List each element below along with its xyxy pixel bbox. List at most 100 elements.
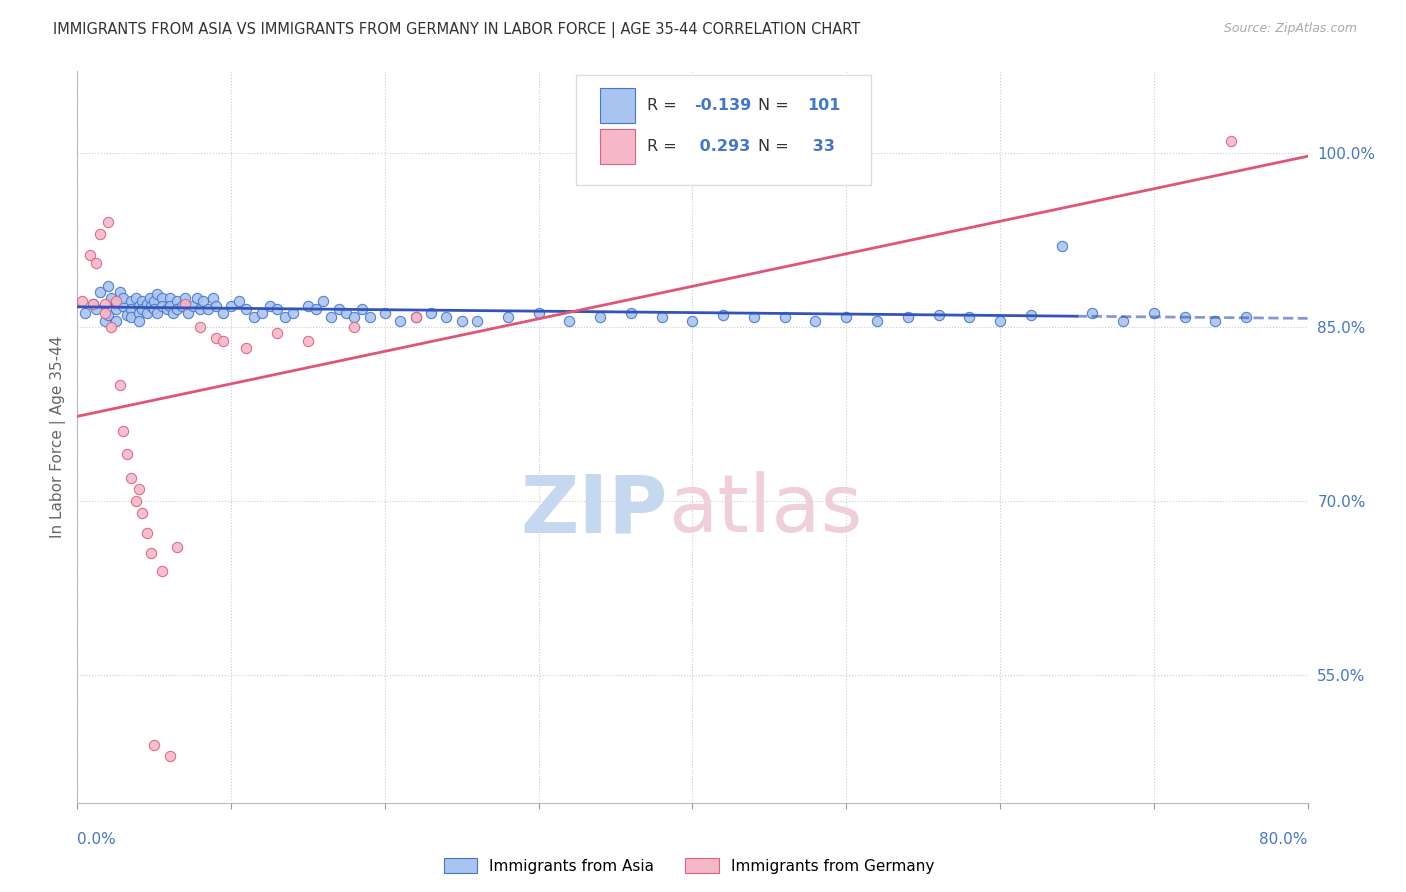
Point [343,319,366,334]
Point [94,314,117,328]
Point [166,541,188,555]
Text: N =: N = [758,98,793,113]
Point [188,319,212,334]
Point [125,291,148,305]
FancyBboxPatch shape [600,129,634,164]
Point [112,424,135,438]
Point [297,299,319,313]
Point [100,319,122,334]
Point [79,248,101,262]
Point [319,310,342,325]
Point [110,377,132,392]
Text: ZIP: ZIP [520,471,668,549]
Point [97,215,120,229]
Point [804,314,827,328]
Point [405,310,427,325]
Point [527,306,550,320]
Point [143,294,166,309]
Point [405,310,427,325]
Point [1234,310,1257,325]
Point [131,506,153,520]
Point [235,341,257,355]
Point [104,302,127,317]
Point [128,306,150,320]
Point [141,546,163,560]
Point [115,448,138,462]
Point [1174,310,1197,325]
Point [266,326,288,340]
Point [104,296,127,310]
Point [170,299,193,313]
Point [219,299,242,313]
Point [374,306,396,320]
Point [100,291,122,305]
Point [135,306,157,320]
Point [742,310,765,325]
Point [297,334,319,348]
Point [143,738,166,752]
Point [450,314,472,328]
Text: N =: N = [758,139,793,154]
Point [389,314,412,328]
Text: R =: R = [647,98,682,113]
Point [651,310,673,325]
Point [150,564,173,578]
Point [197,302,219,317]
Point [150,291,173,305]
Point [496,310,519,325]
Point [135,526,157,541]
Point [177,306,200,320]
Point [589,310,612,325]
Point [188,302,212,317]
Point [259,299,281,313]
Point [159,299,181,313]
Point [73,306,96,320]
Point [866,314,889,328]
Point [335,306,357,320]
Point [94,296,117,310]
Point [350,302,373,317]
Point [436,310,458,325]
Point [174,291,197,305]
Point [84,256,107,270]
Point [131,294,153,309]
Point [928,308,950,322]
Point [835,310,858,325]
Text: Source: ZipAtlas.com: Source: ZipAtlas.com [1223,22,1357,36]
Point [141,299,163,313]
Point [128,299,150,313]
Point [420,306,443,320]
Point [146,306,169,320]
Point [82,296,104,310]
Point [682,314,704,328]
Text: 0.0%: 0.0% [77,832,117,847]
Point [104,294,127,309]
Point [1081,306,1104,320]
Point [266,302,288,317]
Point [97,279,120,293]
Point [312,294,335,309]
Point [94,306,117,320]
Point [174,296,197,310]
Point [112,299,135,313]
Point [146,287,169,301]
Point [128,483,150,497]
Point [228,294,250,309]
FancyBboxPatch shape [600,88,634,123]
Point [120,302,142,317]
Point [89,227,111,241]
Point [115,308,138,322]
Point [1204,314,1226,328]
Point [711,308,734,322]
Text: -0.139: -0.139 [693,98,751,113]
Point [620,306,643,320]
Point [166,294,188,309]
Point [135,296,157,310]
Text: atlas: atlas [668,471,862,549]
Text: 0.293: 0.293 [693,139,749,154]
Point [125,494,148,508]
Point [193,294,215,309]
Text: 33: 33 [807,139,835,154]
Point [1019,308,1042,322]
Point [281,306,304,320]
